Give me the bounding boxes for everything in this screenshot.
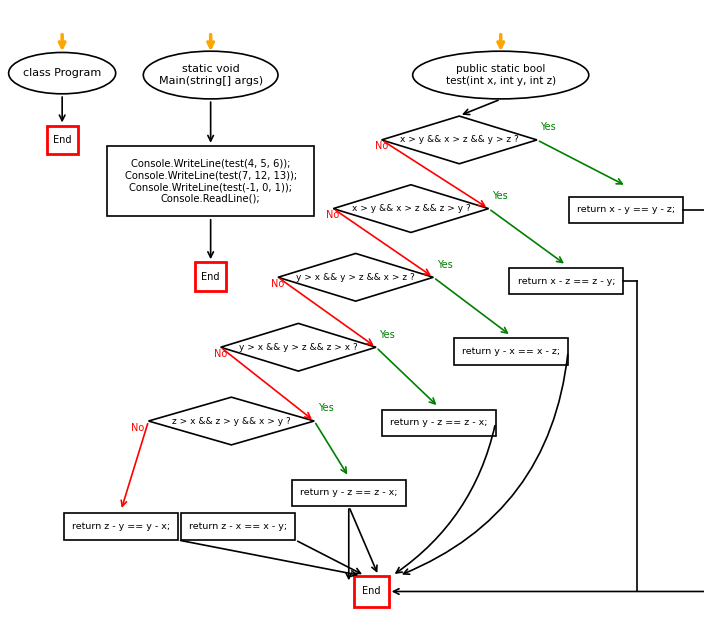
Bar (107, 146, 314, 216)
Text: Yes: Yes (379, 329, 395, 340)
Text: return y - z == z - x;: return y - z == z - x; (300, 488, 398, 497)
Bar (354, 576, 389, 607)
Text: Yes: Yes (492, 191, 508, 201)
Text: No: No (214, 349, 227, 359)
Text: x > y && x > z && y > z ?: x > y && x > z && y > z ? (400, 135, 519, 144)
Bar (195, 262, 226, 291)
Text: class Program: class Program (23, 68, 101, 78)
Bar (291, 480, 406, 506)
Text: x > y && x > z && z > y ?: x > y && x > z && z > y ? (351, 204, 470, 213)
Text: return z - y == y - x;: return z - y == y - x; (72, 522, 170, 531)
Text: y > x && y > z && z > x ?: y > x && y > z && z > x ? (239, 343, 358, 352)
Text: Yes: Yes (541, 122, 556, 132)
Text: No: No (131, 422, 144, 432)
Text: End: End (53, 135, 71, 145)
Text: public static bool
test(int x, int y, int z): public static bool test(int x, int y, in… (446, 64, 555, 86)
Bar (382, 410, 496, 436)
Bar (454, 338, 568, 365)
Bar (182, 513, 295, 540)
Text: z > x && z > y && x > y ?: z > x && z > y && x > y ? (172, 417, 291, 425)
Bar (570, 197, 684, 223)
Text: Yes: Yes (318, 403, 334, 413)
Text: End: End (363, 586, 381, 597)
Text: return z - x == x - y;: return z - x == x - y; (189, 522, 287, 531)
Text: return y - x == x - z;: return y - x == x - z; (462, 347, 560, 356)
Text: No: No (375, 141, 388, 151)
Text: y > x && y > z && x > z ?: y > x && y > z && x > z ? (296, 273, 415, 282)
Text: No: No (271, 279, 284, 289)
Text: return y - z == z - x;: return y - z == z - x; (390, 418, 487, 427)
Text: Console.WriteLine(test(4, 5, 6));
Console.WriteLine(test(7, 12, 13));
Console.Wr: Console.WriteLine(test(4, 5, 6)); Consol… (125, 159, 296, 204)
Text: End: End (201, 272, 220, 282)
Bar (64, 513, 178, 540)
Text: return x - z == z - y;: return x - z == z - y; (517, 277, 615, 286)
Text: return x - y == y - z;: return x - y == y - z; (577, 205, 675, 214)
Bar (509, 268, 623, 294)
Bar (46, 125, 77, 154)
Text: No: No (327, 210, 339, 220)
Text: Yes: Yes (436, 259, 453, 270)
Text: static void
Main(string[] args): static void Main(string[] args) (158, 64, 263, 86)
